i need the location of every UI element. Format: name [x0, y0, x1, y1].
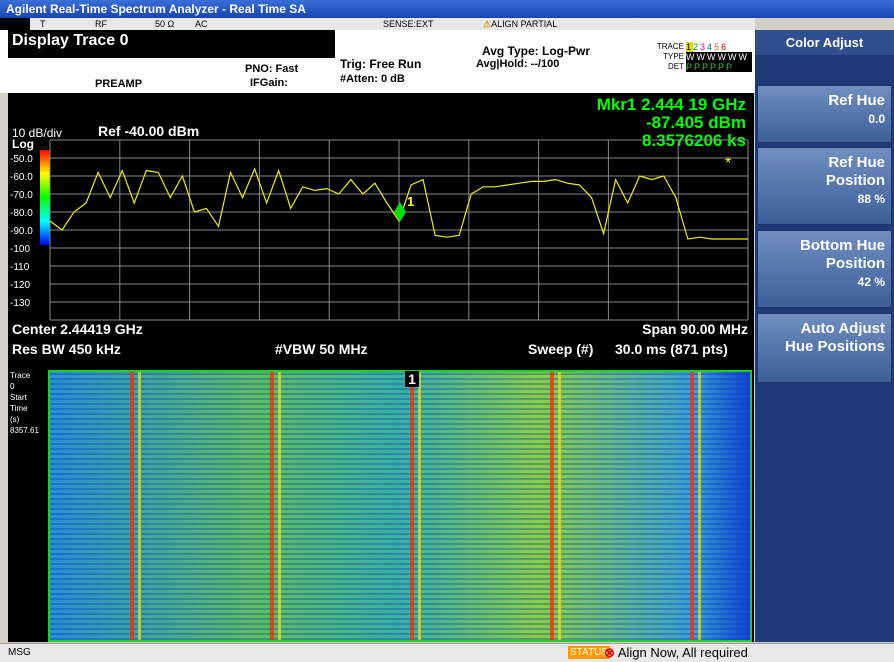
t: T [40, 19, 46, 29]
span: Span 90.00 MHz [642, 321, 748, 337]
softkey-line: Position [825, 255, 885, 272]
trace-number: 6 [721, 42, 729, 52]
type-value: WWWWWW [686, 52, 752, 62]
softkey[interactable]: Ref Hue Position 88 % [757, 147, 892, 225]
trace [49, 167, 748, 240]
coupling: AC [195, 19, 208, 29]
status-text: Align Now, All required [617, 645, 748, 660]
color-bar [40, 150, 50, 245]
trig: Trig: Free Run [340, 57, 422, 71]
y-label: -90.0 [10, 226, 33, 237]
trace-labels: TRACE TYPE DET [652, 42, 684, 72]
atten: #Atten: 0 dB [340, 73, 405, 85]
sweep: Sweep (#) [528, 341, 593, 357]
softkey-line: Auto Adjust [800, 320, 885, 337]
y-label: -80.0 [10, 208, 33, 219]
align-text: ALIGN PARTIAL [491, 19, 558, 29]
y-label: -60.0 [10, 172, 33, 183]
marker-amp: -87.405 dBm [646, 113, 746, 132]
waterfall-label: 0 [10, 382, 15, 391]
title-bar: Agilent Real-Time Spectrum Analyzer - Re… [0, 0, 894, 18]
trace-values: 123456 WWWWWW PPPPPP [686, 42, 752, 72]
waterfall-label: Time [10, 404, 28, 413]
display-title: Display Trace 0 [8, 30, 335, 58]
y-label: -50.0 [10, 154, 33, 165]
y-label: -110 [10, 262, 30, 273]
trace-number: 1 [686, 42, 694, 52]
marker-diamond [394, 202, 406, 222]
softkey[interactable]: Ref Hue 0.0 [757, 85, 892, 143]
trace-number: 5 [714, 42, 722, 52]
center: Center 2.44419 GHz [12, 321, 143, 337]
rf: RF [95, 19, 107, 29]
ifgain: IFGain: [250, 77, 288, 89]
waterfall [48, 370, 752, 642]
log: Log [12, 137, 34, 151]
softkey-line: Ref Hue [828, 154, 885, 171]
softkey-line: 42 % [857, 275, 885, 289]
impedance: 50 Ω [155, 19, 175, 29]
type-label: TYPE [663, 52, 684, 61]
msg: MSG [8, 647, 31, 658]
det-label: DET [668, 62, 684, 71]
marker-id: 1 [407, 194, 414, 209]
status-row: T RF 50 Ω AC SENSE:EXT ⚠ALIGN PARTIAL [0, 18, 755, 30]
trace-number: 4 [707, 42, 715, 52]
rbw: Res BW 450 kHz [12, 341, 121, 357]
align: ⚠ALIGN PARTIAL [483, 19, 558, 29]
trace-label: TRACE [656, 42, 684, 51]
waterfall-label: 8357.61 [10, 426, 39, 435]
ref: Ref -40.00 dBm [98, 123, 199, 139]
star: * [725, 155, 731, 172]
header: Display Trace 0 PREAMP PNO: Fast IFGain:… [0, 30, 755, 93]
det-value: PPPPPP [686, 62, 752, 72]
avg-hold: Avg|Hold: --/100 [476, 58, 560, 70]
avg-type: Avg Type: Log-Pwr [482, 44, 590, 58]
marker-freq: Mkr1 2.444 19 GHz [597, 95, 746, 114]
trace-number: 2 [693, 42, 701, 52]
softkey-line: Position [825, 172, 885, 189]
waterfall-labels: Trace 0 Start Time (s) 8357.61 [10, 370, 39, 436]
softkey-line: 0.0 [868, 112, 885, 126]
status-message: ⊗ Align Now, All required [604, 645, 748, 660]
softkey-line: Ref Hue [828, 92, 885, 109]
trace-numbers: 123456 [686, 42, 752, 52]
status-bar: MSG STATUS ⊗ Align Now, All required [0, 643, 894, 662]
softkey-title: Color Adjust [755, 30, 894, 55]
waterfall-label: (s) [10, 415, 20, 424]
vbw: #VBW 50 MHz [275, 341, 368, 357]
waterfall-label: Start [10, 393, 27, 402]
status: STATUS [568, 646, 610, 659]
softkey[interactable]: Bottom Hue Position 42 % [757, 230, 892, 308]
softkey[interactable]: Auto Adjust Hue Positions [757, 313, 892, 383]
y-label: -120 [10, 280, 30, 291]
waterfall-marker: 1 [405, 371, 419, 387]
scale: 10 dB/div [12, 126, 62, 140]
y-label: -100 [10, 244, 30, 255]
softkey-line: Hue Positions [784, 338, 885, 355]
y-label: -130 [10, 298, 30, 309]
pno: PNO: Fast [245, 63, 299, 75]
y-label: -70.0 [10, 190, 33, 201]
trace-number: 3 [700, 42, 708, 52]
softkey-line: 88 % [857, 192, 885, 206]
sense: SENSE:EXT [383, 19, 434, 29]
sweep-time: 30.0 ms (871 pts) [615, 341, 728, 357]
softkey-line: Bottom Hue [800, 237, 885, 254]
waterfall-label: Trace [10, 371, 31, 380]
preamp: PREAMP [95, 78, 143, 90]
